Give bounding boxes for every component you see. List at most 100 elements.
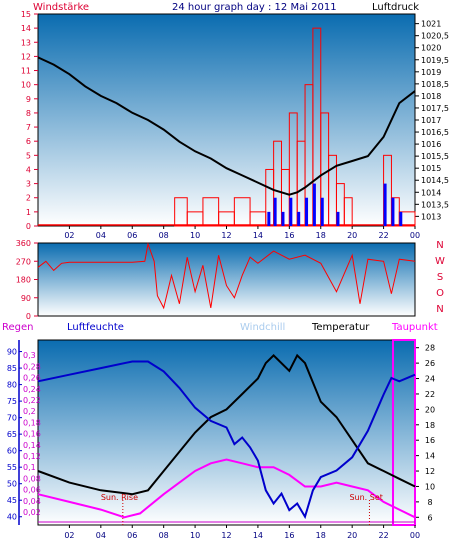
pressure-tick-label: 1016 [421,140,441,149]
x-tick-label: 20 [347,231,357,240]
pressure-tick-label: 1020 [421,44,441,53]
sunset-label: Sun. Set [349,493,382,502]
x-tick-label: 04 [96,531,106,540]
humidity-tick-label: 70 [7,414,17,423]
pressure-tick-label: 1020,5 [421,32,449,41]
temperature-axis-ticks: 6 8 10 12 14 16 18 20 22 24 26 28 [415,344,435,522]
rain-tick-label: 0,26 [23,374,41,383]
humidity-tick-label: 40 [7,513,17,522]
direction-series-line [37,242,416,310]
rain-tick-label: 0,28 [23,362,41,371]
wind-direction-plot-area [37,242,416,317]
pressure-tick-label: 1013,5 [421,200,449,209]
wind-gust-bar [305,197,309,226]
rain-tick-label: 0,14 [23,441,41,450]
temperature-tick-label: 14 [425,452,435,461]
wind-tick-label: 9 [26,95,31,104]
rain-tick-label: 0,22 [23,396,41,405]
temp-humidity-plot-area [37,339,416,526]
humidity-tick-label: 80 [7,381,17,390]
x-axis-ticks-top: 02 04 06 08 10 12 14 16 18 20 22 00 [64,226,420,240]
humidity-tick-label: 55 [7,463,17,472]
temperature-tick-label: 28 [425,344,435,353]
wind-tick-label: 0 [26,222,31,231]
rain-tick-label: 0,04 [23,497,41,506]
wind-gust-bar [320,197,324,226]
temperature-tick-label: 22 [425,390,435,399]
humidity-tick-label: 65 [7,430,17,439]
compass-letter: S [437,272,443,283]
temperature-tick-label: 12 [425,467,435,476]
x-tick-label: 18 [316,531,326,540]
pressure-line [37,56,416,196]
wind-tick-label: 15 [21,10,31,19]
wind-gust-bar [289,197,293,226]
wind-gust-bar [297,211,301,226]
wind-tick-label: 14 [21,24,31,33]
temperature-tick-label: 18 [425,421,435,430]
wind-speed-bars [38,27,416,227]
temperature-label: Temperatur [311,322,370,333]
wind-tick-label: 13 [21,38,31,47]
pressure-tick-label: 1016,5 [421,128,449,137]
x-tick-label: 08 [159,231,169,240]
pressure-series-line [37,56,416,196]
rain-tick-label: 0,08 [23,474,41,483]
pressure-tick-label: 1014 [421,188,441,197]
rain-tick-label: 0,02 [23,508,41,517]
wind-tick-label: 3 [26,180,31,189]
temperature-tick-label: 6 [427,513,432,522]
dewpoint-series-line [37,458,416,519]
dewpoint-label: Taupunkt [391,322,438,333]
pressure-tick-label: 1017 [421,116,441,125]
wind-tick-label: 12 [21,52,31,61]
pressure-tick-label: 1017,5 [421,104,449,113]
wind-tick-label: 8 [26,109,31,118]
wind-tick-label: 2 [26,194,31,203]
pressure-tick-label: 1015 [421,164,441,173]
rain-axis-ticks: 0,02 0,04 0,06 0,08 0,1 0,12 0,14 0,16 0,18 0,2 0,… [23,351,41,517]
wind-direction-line [37,242,416,310]
wind-gust-bar [383,183,387,226]
humidity-tick-label: 85 [7,364,17,373]
sun-annotations: Sun. Rise Sun. Set [101,493,383,525]
temperature-tick-label: 26 [425,359,435,368]
wind-gust-bar [273,197,277,226]
humidity-tick-label: 60 [7,447,17,456]
x-tick-label: 06 [127,531,137,540]
temperature-tick-label: 20 [425,405,435,414]
rain-tick-label: 0,2 [23,407,36,416]
wind-gust-bar [399,211,403,226]
x-tick-label: 06 [127,231,137,240]
temperature-series-line [37,353,416,496]
wind-gust-bar [267,211,271,226]
direction-tick-label: 90 [21,294,31,303]
x-tick-label: 10 [190,531,200,540]
x-tick-label: 20 [347,531,357,540]
wind-tick-label: 11 [21,67,31,76]
humidity-label: Luftfeuchte [67,322,124,333]
pressure-tick-label: 1013 [421,212,441,221]
rain-tick-label: 0,16 [23,430,41,439]
direction-tick-label: 180 [16,276,31,285]
direction-tick-label: 270 [16,257,31,266]
chart-title: 24 hour graph day : 12 Mai 2011 [172,2,337,13]
pressure-tick-label: 1019,5 [421,56,449,65]
rain-tick-label: 0,1 [23,463,36,472]
wind-pressure-plot-area [37,13,416,227]
wind-tick-label: 6 [26,137,31,146]
x-tick-label: 22 [378,531,388,540]
temperature-tick-label: 10 [425,482,435,491]
compass-letter: O [436,288,444,299]
wind-tick-label: 7 [26,123,31,132]
rain-tick-label: 0,06 [23,486,41,495]
humidity-series-line [37,360,416,520]
wind-tick-label: 5 [26,151,31,160]
wind-speed-bar [343,197,353,227]
x-tick-label: 02 [64,231,74,240]
x-tick-label: 00 [410,531,420,540]
wind-gust-bar [391,197,395,226]
